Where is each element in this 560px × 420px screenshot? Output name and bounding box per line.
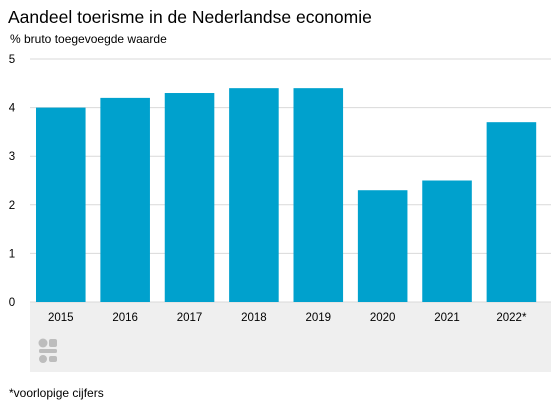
bar-2015 xyxy=(36,107,86,302)
y-tick-label: 4 xyxy=(9,103,16,115)
chart-subtitle: % bruto toegevoegde waarde xyxy=(10,32,167,46)
y-tick-label: 0 xyxy=(9,297,15,309)
bar-2018 xyxy=(229,88,279,302)
bar-2019 xyxy=(293,88,344,302)
chart-title: Aandeel toerisme in de Nederlandse econo… xyxy=(8,7,372,27)
x-tick-label: 2022* xyxy=(496,312,527,324)
x-tick-label: 2015 xyxy=(48,312,74,324)
x-tick-label: 2016 xyxy=(112,312,138,324)
bar-2017 xyxy=(164,93,215,303)
x-tick-label: 2020 xyxy=(370,312,396,324)
y-tick-label: 1 xyxy=(9,248,15,260)
x-tick-label: 2017 xyxy=(177,312,203,324)
x-tick-label: 2018 xyxy=(241,312,267,324)
bar-2022-prelim xyxy=(486,122,537,303)
x-axis-band xyxy=(30,302,551,372)
y-tick-label: 3 xyxy=(9,151,15,163)
x-tick-label: 2019 xyxy=(305,312,331,324)
x-tick-label: 2021 xyxy=(434,312,460,324)
footnote: *voorlopige cijfers xyxy=(9,386,104,400)
y-tick-label: 5 xyxy=(9,54,15,66)
bar-2020 xyxy=(357,190,408,302)
cbs-logo-icon xyxy=(38,338,57,363)
bar-2021 xyxy=(422,180,472,302)
y-tick-label: 2 xyxy=(9,200,15,212)
bar-2016 xyxy=(100,97,150,302)
